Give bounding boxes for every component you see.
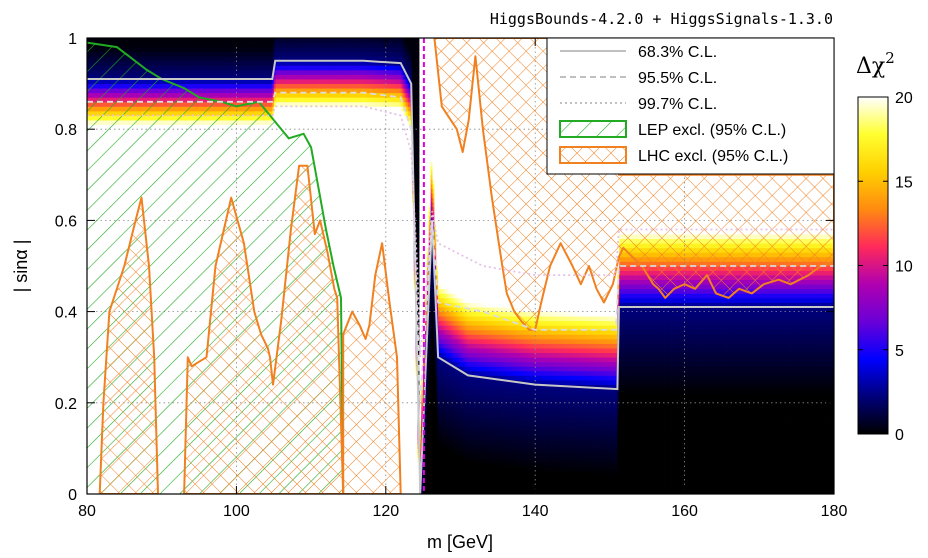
x-tick-label: 120 (372, 503, 399, 520)
lhc-exclusion-region-3 (342, 242, 402, 494)
lhc-exclusion-region-4 (433, 38, 834, 331)
chart-title: HiggsBounds-4.2.0 + HiggsSignals-1.3.0 (490, 10, 833, 28)
y-tick-label: 0.4 (55, 305, 77, 322)
lep-exclusion-boundary (87, 41, 345, 494)
legend-swatch (559, 146, 627, 164)
confidence-contours (87, 59, 834, 494)
legend-swatch (559, 120, 627, 138)
legend: 68.3% C.L. 95.5% C.L. 99.7% C.L. LEP excl. … (546, 37, 835, 175)
x-tick-label: 180 (821, 503, 848, 520)
legend-label: 68.3% C.L. (638, 44, 717, 61)
legend-label: LHC excl. (95% C.L.) (638, 148, 788, 165)
contour-68 (87, 59, 834, 494)
contour-99 (87, 105, 834, 358)
x-tick-label: 160 (671, 503, 698, 520)
colorbar-label: Δχ2 (856, 49, 895, 79)
legend-label: 95.5% C.L. (638, 70, 717, 87)
x-tick-label: 80 (78, 503, 96, 520)
y-tick-label: 1 (68, 31, 77, 48)
colorbar-tick-label: 10 (895, 259, 913, 276)
plot-frame (86, 37, 835, 495)
colorbar: Δχ2 0 5 10 15 20 (856, 49, 913, 444)
colorbar-tick-label: 5 (895, 343, 904, 360)
colorbar-tick-label: 0 (895, 427, 904, 444)
y-tick-label: 0.2 (55, 396, 77, 413)
x-tick-label: 100 (223, 503, 250, 520)
exclusion-regions (87, 38, 834, 494)
legend-label: 99.7% C.L. (638, 96, 717, 113)
lhc-exclusion-region-2 (183, 164, 345, 494)
x-axis-label: m [GeV] (427, 532, 493, 552)
colorbar-tick-label: 15 (895, 174, 913, 191)
colorbar-tick-label: 20 (895, 90, 913, 107)
x-tick-label: 140 (522, 503, 549, 520)
lhc-exclusion-region-1 (98, 196, 159, 494)
contour-95 (87, 91, 834, 403)
y-axis-label: | sinα | (11, 240, 31, 293)
axis-ticks: 80 100 120 140 160 180 0 0.2 0.4 0.6 0.8 1 (55, 31, 848, 520)
y-tick-label: 0.6 (55, 213, 77, 230)
y-tick-label: 0.8 (55, 122, 77, 139)
y-tick-label: 0 (68, 487, 77, 504)
legend-label: LEP excl. (95% C.L.) (638, 122, 786, 139)
